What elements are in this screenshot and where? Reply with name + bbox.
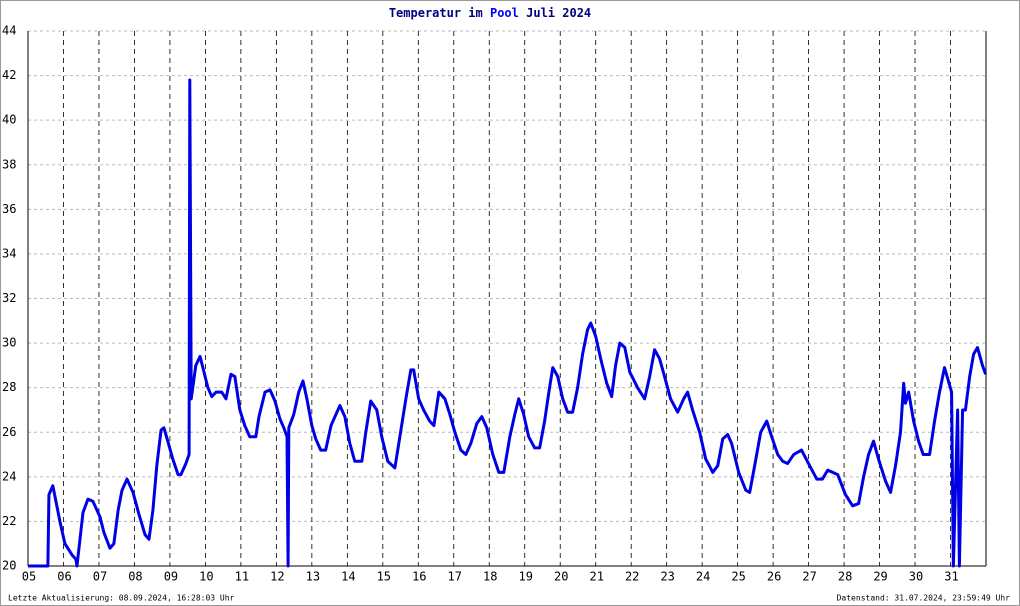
x-tick-label: 21	[589, 570, 603, 584]
x-tick-label: 14	[341, 570, 355, 584]
footer-right: Datenstand: 31.07.2024, 23:59:49 Uhr	[837, 594, 1011, 603]
title-location: Pool	[490, 6, 519, 20]
y-tick-label: 38	[2, 157, 16, 171]
x-tick-label: 16	[412, 570, 426, 584]
x-tick-label: 29	[873, 570, 887, 584]
x-tick-label: 11	[235, 570, 249, 584]
y-tick-label: 28	[2, 380, 16, 394]
title-period: Juli 2024	[526, 6, 591, 20]
y-tick-label: 44	[2, 24, 16, 38]
x-tick-label: 27	[802, 570, 816, 584]
chart-title: Temperatur im Pool Juli 2024	[389, 6, 591, 20]
x-tick-label: 05	[22, 570, 36, 584]
data-line	[28, 78, 988, 568]
x-tick-label: 09	[164, 570, 178, 584]
x-tick-label: 06	[57, 570, 71, 584]
y-tick-label: 26	[2, 425, 16, 439]
y-tick-label: 40	[2, 113, 16, 127]
x-tick-label: 19	[519, 570, 533, 584]
x-tick-label: 18	[483, 570, 497, 584]
x-tick-label: 31	[944, 570, 958, 584]
x-tick-label: 15	[377, 570, 391, 584]
x-tick-label: 26	[767, 570, 781, 584]
y-tick-label: 42	[2, 68, 16, 82]
y-tick-label: 36	[2, 202, 16, 216]
title-text: Temperatur im	[389, 6, 483, 20]
x-tick-label: 30	[909, 570, 923, 584]
y-tick-label: 32	[2, 291, 16, 305]
x-tick-label: 24	[696, 570, 710, 584]
y-tick-label: 22	[2, 514, 16, 528]
x-tick-label: 07	[93, 570, 107, 584]
y-tick-label: 34	[2, 246, 16, 260]
x-tick-label: 28	[838, 570, 852, 584]
y-tick-label: 20	[2, 559, 16, 573]
footer-left: Letzte Aktualisierung: 08.09.2024, 16:28…	[8, 594, 235, 603]
x-tick-label: 25	[731, 570, 745, 584]
x-tick-label: 12	[270, 570, 284, 584]
x-tick-label: 17	[448, 570, 462, 584]
y-tick-label: 30	[2, 336, 16, 350]
x-tick-label: 08	[128, 570, 142, 584]
x-tick-label: 10	[199, 570, 213, 584]
y-tick-label: 24	[2, 469, 16, 483]
x-tick-label: 20	[554, 570, 568, 584]
x-tick-label: 22	[625, 570, 639, 584]
x-tick-label: 13	[306, 570, 320, 584]
x-tick-label: 23	[660, 570, 674, 584]
